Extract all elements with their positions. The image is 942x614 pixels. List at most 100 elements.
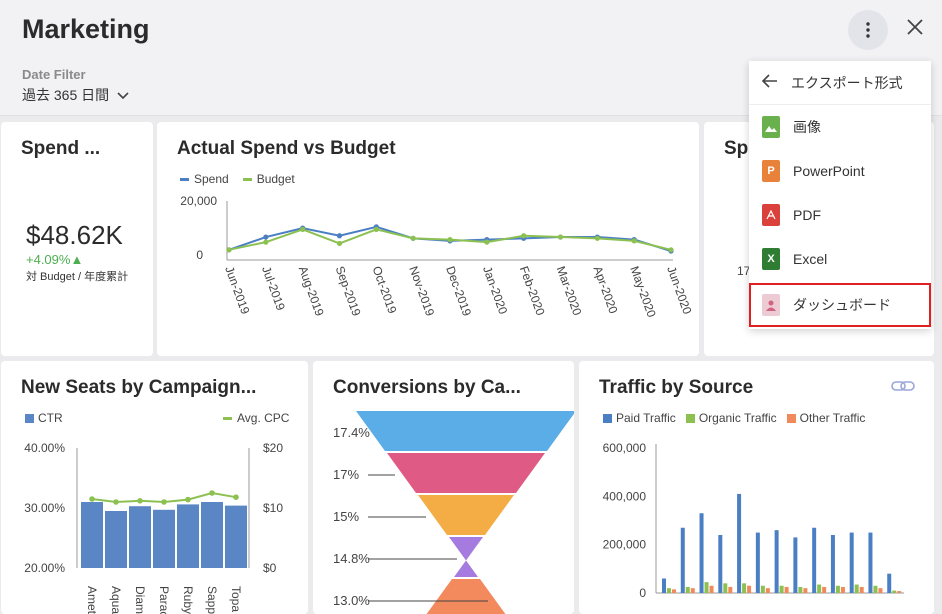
bar <box>830 535 835 593</box>
bar <box>774 530 779 593</box>
legend-label: Organic Traffic <box>698 411 777 425</box>
x-tick-label: Amet <box>85 586 99 614</box>
x-tick-label: May-2020 <box>627 264 659 319</box>
bar <box>835 585 840 593</box>
card-title: Spend ... <box>21 138 101 159</box>
traffic-card[interactable]: Traffic by Source Paid Traffic Organic T… <box>579 361 934 614</box>
data-point <box>161 499 167 505</box>
export-excel-option[interactable]: X Excel <box>749 237 931 281</box>
legend-swatch <box>603 414 612 424</box>
x-tick-label: Jan-2020 <box>480 264 510 316</box>
data-point <box>263 234 269 240</box>
bar <box>793 537 798 593</box>
funnel-segment <box>426 579 506 614</box>
bar <box>873 585 878 593</box>
bar <box>718 535 723 593</box>
legend-item-budget: Budget <box>242 172 295 186</box>
new-seats-card[interactable]: New Seats by Campaign... CTR Avg. CPC 40… <box>1 361 308 614</box>
conversions-card[interactable]: Conversions by Ca... 17.4% 17% 15% 14.8% 13.… <box>313 361 574 614</box>
date-filter-dropdown[interactable]: 過去 365 日間 <box>22 85 129 105</box>
legend-item-paid: Paid Traffic <box>603 411 676 425</box>
funnel-segment <box>449 537 483 577</box>
funnel-segment <box>387 453 545 493</box>
legend-swatch <box>242 178 252 182</box>
export-dashboard-option[interactable]: ダッシュボード <box>749 283 931 327</box>
y-tick-label-right: $0 <box>263 561 277 575</box>
export-pdf-option[interactable]: PDF <box>749 193 931 237</box>
bar <box>723 583 728 593</box>
chevron-down-icon <box>117 87 129 103</box>
back-arrow-icon[interactable] <box>749 72 791 93</box>
bar <box>840 586 845 593</box>
bar <box>737 493 742 593</box>
bar <box>887 573 892 593</box>
data-point <box>209 490 215 496</box>
funnel-chart: 17.4% 17% 15% 14.8% 13.0% <box>333 411 574 614</box>
link-icon[interactable] <box>891 379 915 397</box>
bar <box>81 502 103 568</box>
pdf-icon <box>762 204 780 226</box>
bar <box>812 527 817 593</box>
bar <box>755 532 760 593</box>
x-tick-label: Mar-2020 <box>554 264 585 317</box>
data-point <box>233 494 239 500</box>
legend-swatch <box>180 178 189 182</box>
bar <box>709 585 714 593</box>
bar <box>822 586 827 593</box>
legend-item-spend: Spend <box>180 172 229 186</box>
powerpoint-icon: P <box>762 160 780 182</box>
y-tick-label: 0 <box>196 248 203 262</box>
date-filter-value: 過去 365 日間 <box>22 87 110 103</box>
bar <box>690 588 695 593</box>
data-point <box>631 238 637 244</box>
data-point <box>113 499 119 505</box>
bar <box>760 585 765 593</box>
data-point <box>557 234 564 240</box>
x-tick-label: Jun-2020 <box>664 264 694 316</box>
x-tick-label: Oct-2019 <box>370 264 400 315</box>
spend-kpi-card[interactable]: Spend ... $48.62K +4.09%▲ 対 Budget / 年度累… <box>1 122 153 356</box>
date-filter-label: Date Filter <box>22 67 86 82</box>
data-point <box>668 247 674 253</box>
menu-item-label: PowerPoint <box>793 163 865 179</box>
bar <box>662 578 666 593</box>
bar <box>685 586 690 593</box>
x-tick-label: Feb-2020 <box>517 264 548 317</box>
y-tick-label: 0 <box>639 586 646 600</box>
y-tick-label: 600,000 <box>603 441 647 455</box>
legend-label: Budget <box>256 172 295 186</box>
x-tick-label: Nov-2019 <box>406 264 437 318</box>
export-menu-title: エクスポート形式 <box>791 74 903 91</box>
dashboard-header: Marketing Date Filter 過去 365 日間 <box>0 0 942 116</box>
export-image-option[interactable]: 画像 <box>749 105 931 149</box>
close-icon[interactable] <box>904 18 926 40</box>
bar <box>153 509 175 568</box>
grouped-bar-chart: 600,000 400,000 200,000 0 <box>603 441 904 600</box>
export-powerpoint-option[interactable]: P PowerPoint <box>749 149 931 193</box>
funnel-label: 15% <box>333 509 359 524</box>
x-tick-label: Topa <box>229 586 243 612</box>
x-tick-label: Ruby <box>181 586 195 614</box>
bar <box>798 586 803 593</box>
legend-swatch <box>223 417 232 421</box>
bar <box>803 588 808 593</box>
x-tick-label: Aug-2019 <box>296 264 327 318</box>
kebab-icon[interactable] <box>848 10 888 50</box>
spend-vs-budget-card[interactable]: Actual Spend vs Budget Spend Budget 20,0… <box>157 122 699 356</box>
x-tick-label: Parac <box>157 586 171 614</box>
data-point <box>521 233 527 239</box>
data-point <box>336 233 343 239</box>
kpi-delta: +4.09%▲ <box>26 252 84 267</box>
chart-legend: CTR <box>25 411 63 425</box>
bar <box>225 505 247 568</box>
bar <box>779 585 784 593</box>
data-point <box>185 496 191 503</box>
funnel-label: 13.0% <box>333 593 370 608</box>
menu-item-label: Excel <box>793 251 828 267</box>
legend-label: Spend <box>194 172 229 186</box>
chart-legend-right: Avg. CPC <box>223 411 289 425</box>
bar <box>728 586 733 593</box>
x-tick-label: Jun-2019 <box>222 264 252 316</box>
bar <box>784 586 789 593</box>
export-menu-header[interactable]: エクスポート形式 <box>749 61 931 105</box>
